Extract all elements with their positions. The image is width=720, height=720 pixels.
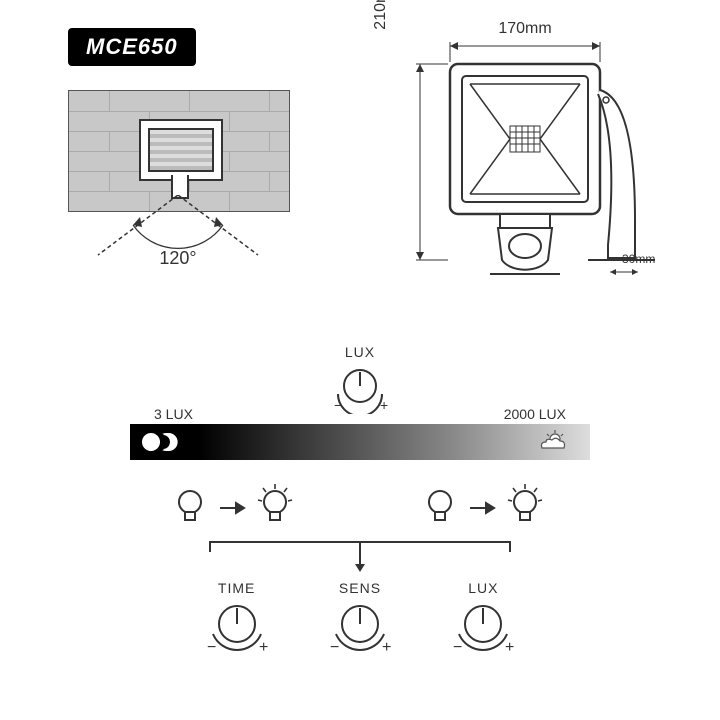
svg-text:−: − xyxy=(334,397,342,413)
svg-text:−: − xyxy=(330,639,339,656)
lux-dial-label: LUX xyxy=(428,580,538,596)
dial-icon: − + xyxy=(443,598,523,656)
bulb-transition-icon xyxy=(130,468,590,548)
dial-icon: − + xyxy=(197,598,277,656)
technical-drawing: 170mm xyxy=(370,20,670,320)
svg-text:−: − xyxy=(207,639,216,656)
tech-drawing-svg xyxy=(370,20,690,320)
sens-dial-label: SENS xyxy=(305,580,415,596)
dial-icon: − + xyxy=(320,598,400,656)
dial-controls: TIME − + SENS − + LUX xyxy=(175,580,545,670)
lamp-small-icon xyxy=(139,119,223,181)
model-badge: MCE650 xyxy=(68,28,196,66)
lux-gradient-bar xyxy=(130,424,590,460)
svg-text:−: − xyxy=(453,639,462,656)
beam-angle-label: 120° xyxy=(68,248,288,269)
lux-min-label: 3 LUX xyxy=(154,406,193,422)
lux-dial: LUX − + xyxy=(428,580,538,670)
svg-text:+: + xyxy=(505,639,514,656)
svg-text:+: + xyxy=(382,639,391,656)
lux-max-label: 2000 LUX xyxy=(504,406,566,422)
wall-mount-diagram: 120° xyxy=(68,90,288,290)
brick-wall xyxy=(68,90,290,212)
spec-sheet: MCE650 xyxy=(0,0,720,720)
depth-label: 30mm xyxy=(622,252,655,266)
height-label: 210mm xyxy=(372,0,390,98)
svg-text:+: + xyxy=(259,639,268,656)
svg-text:+: + xyxy=(380,397,388,413)
model-text: MCE650 xyxy=(86,34,178,59)
time-dial: TIME − + xyxy=(182,580,292,670)
sens-dial: SENS − + xyxy=(305,580,415,670)
time-dial-label: TIME xyxy=(182,580,292,596)
